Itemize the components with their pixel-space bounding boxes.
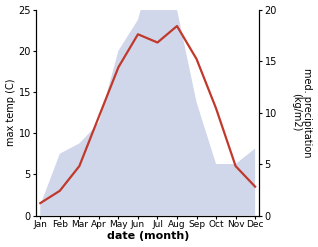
Y-axis label: max temp (C): max temp (C) xyxy=(5,79,16,146)
X-axis label: date (month): date (month) xyxy=(107,231,189,242)
Y-axis label: med. precipitation
(kg/m2): med. precipitation (kg/m2) xyxy=(291,68,313,157)
